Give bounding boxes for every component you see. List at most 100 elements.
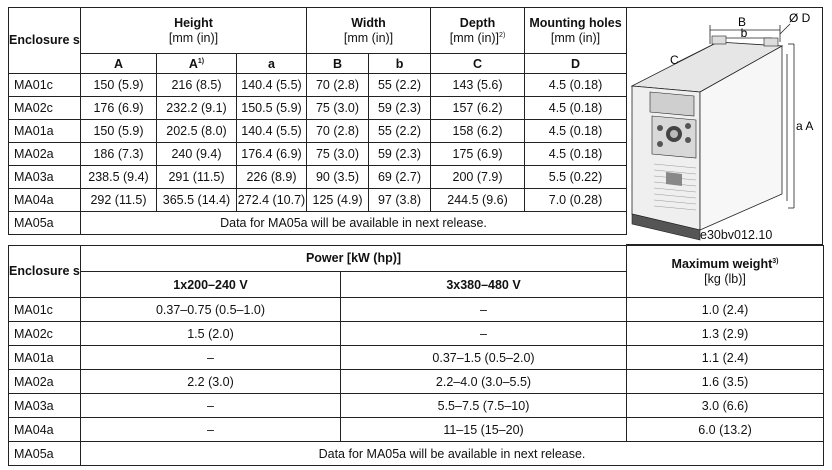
- enclosure-size-header: Enclosure size: [8, 245, 81, 298]
- size-cell: MA03a: [8, 393, 81, 418]
- table-row: MA03a –5.5–7.5 (7.5–10) 3.0 (6.6): [8, 393, 825, 418]
- label-b: b: [741, 26, 748, 40]
- table-row: MA02a 186 (7.3) 240 (9.4) 176.4 (6.9) 75 (3.…: [8, 142, 628, 166]
- value-cell: 140.4 (5.5): [235, 73, 308, 97]
- label-aA: a A: [796, 119, 813, 133]
- value-cell: 55 (2.2): [368, 73, 432, 97]
- subheader-D: D: [524, 53, 628, 74]
- weight-cell: 1.1 (2.4): [626, 345, 825, 370]
- table-row: MA05a Data for MA05a will be available i…: [8, 441, 825, 466]
- power-1x-cell: –: [80, 393, 341, 418]
- value-cell: 125 (4.9): [306, 188, 370, 212]
- table-row: MA02c 176 (6.9) 232.2 (9.1) 150.5 (5.9) 75 (…: [8, 96, 628, 120]
- power-1x-cell: –: [80, 417, 341, 442]
- value-cell: 140.4 (5.5): [235, 119, 308, 143]
- value-cell: 4.5 (0.18): [524, 119, 628, 143]
- size-cell: MA05a: [8, 211, 81, 235]
- value-cell: 4.5 (0.18): [524, 96, 628, 120]
- table-row: MA02a 2.2 (3.0) 2.2–4.0 (3.0–5.5) 1.6 (3.5): [8, 369, 825, 394]
- power-3x-cell: 11–15 (15–20): [339, 417, 628, 442]
- power-3x-header: 3x380–480 V: [339, 271, 628, 298]
- figure-code: e30bv012.10: [700, 228, 773, 242]
- weight-cell: 6.0 (13.2): [626, 417, 825, 442]
- weight-cell: 3.0 (6.6): [626, 393, 825, 418]
- table-row: MA01a 150 (5.9) 202.5 (8.0) 140.4 (5.5) 70 (…: [8, 119, 628, 143]
- size-cell: MA03a: [8, 165, 81, 189]
- value-cell: 176 (6.9): [80, 96, 157, 120]
- power-3x-cell: 0.37–1.5 (0.5–2.0): [339, 345, 628, 370]
- value-cell: 5.5 (0.22): [524, 165, 628, 189]
- value-cell: 216 (8.5): [156, 73, 237, 97]
- value-cell: 150 (5.9): [80, 73, 157, 97]
- subheader-B: B: [306, 53, 370, 74]
- value-cell: 157 (6.2): [430, 96, 526, 120]
- size-cell: MA02c: [8, 96, 81, 120]
- value-cell: 272.4 (10.7): [235, 188, 308, 212]
- label-D: Ø D: [789, 11, 811, 25]
- value-cell: 240 (9.4): [156, 142, 237, 166]
- value-cell: 70 (2.8): [306, 73, 370, 97]
- size-cell: MA04a: [8, 417, 81, 442]
- dimensions-body: MA01c 150 (5.9) 216 (8.5) 140.4 (5.5) 70 (2.…: [8, 73, 628, 212]
- subheader-a: a: [235, 53, 308, 74]
- drive-drawing: B b Ø D C a A: [630, 11, 813, 241]
- value-cell: 70 (2.8): [306, 119, 370, 143]
- value-cell: 75 (3.0): [306, 96, 370, 120]
- value-cell: 4.5 (0.18): [524, 142, 628, 166]
- subheader-b: b: [368, 53, 432, 74]
- size-cell: MA01a: [8, 119, 81, 143]
- weight-cell: 1.0 (2.4): [626, 297, 825, 322]
- drive-figure: B b Ø D C a A: [626, 7, 823, 245]
- table-row: MA02c 1.5 (2.0) –1.3 (2.9): [8, 321, 825, 346]
- label-B: B: [738, 15, 746, 29]
- label-C: C: [670, 53, 679, 67]
- size-cell: MA02c: [8, 321, 81, 346]
- table-row: MA04a 292 (11.5) 365.5 (14.4) 272.4 (10.7) 1…: [8, 188, 628, 212]
- power-3x-cell: 5.5–7.5 (7.5–10): [339, 393, 628, 418]
- value-cell: 292 (11.5): [80, 188, 157, 212]
- value-cell: 59 (2.3): [368, 142, 432, 166]
- depth-header: Depth [mm (in)]2): [430, 7, 526, 54]
- max-weight-header: Maximum weight3) [kg (lb)]: [626, 245, 825, 298]
- value-cell: 232.2 (9.1): [156, 96, 237, 120]
- table-row: MA01c 150 (5.9) 216 (8.5) 140.4 (5.5) 70 (2.…: [8, 73, 628, 97]
- power-1x-cell: –: [80, 345, 341, 370]
- power-1x-cell: 0.37–0.75 (0.5–1.0): [80, 297, 341, 322]
- power-3x-cell: 2.2–4.0 (3.0–5.5): [339, 369, 628, 394]
- table-row: MA03a 238.5 (9.4) 291 (11.5) 226 (8.9) 90 (3…: [8, 165, 628, 189]
- depth-footnote: 2): [499, 31, 506, 39]
- value-cell: 90 (3.5): [306, 165, 370, 189]
- table-row: MA05a Data for MA05a will be available i…: [8, 211, 628, 235]
- value-cell: 238.5 (9.4): [80, 165, 157, 189]
- dimension-subheader-row: A A1) a B b C D: [9, 53, 628, 74]
- value-cell: 226 (8.9): [235, 165, 308, 189]
- subheader-C: C: [430, 53, 526, 74]
- power-1x-cell: 2.2 (3.0): [80, 369, 341, 394]
- power-weight-table: Enclosure size Power [kW (hp)] Maximum w…: [8, 245, 825, 466]
- power-body: MA01c 0.37–0.75 (0.5–1.0) –1.0 (2.4) MA02c 1…: [8, 297, 825, 442]
- value-cell: 7.0 (0.28): [524, 188, 628, 212]
- ma05a-note: Data for MA05a will be available in next…: [79, 211, 628, 235]
- width-header: Width [mm (in)]: [306, 7, 432, 54]
- value-cell: 59 (2.3): [368, 96, 432, 120]
- power-1x-cell: 1.5 (2.0): [80, 321, 341, 346]
- table-row: MA01a –0.37–1.5 (0.5–2.0) 1.1 (2.4): [8, 345, 825, 370]
- dimensions-table: Enclosure size Height [mm (in)] Width [m…: [8, 7, 628, 235]
- mounting-holes-header: Mounting holes [mm (in)]: [524, 7, 628, 54]
- ma05a-note: Data for MA05a will be available in next…: [79, 441, 825, 466]
- height-header: Height [mm (in)]: [79, 7, 308, 54]
- power-3x-cell: –: [339, 297, 628, 322]
- value-cell: 291 (11.5): [156, 165, 237, 189]
- subheader-A-overall: A1): [156, 53, 237, 74]
- table-row: MA04a –11–15 (15–20) 6.0 (13.2): [8, 417, 825, 442]
- value-cell: 150.5 (5.9): [235, 96, 308, 120]
- value-cell: 75 (3.0): [306, 142, 370, 166]
- table-row: MA01c 0.37–0.75 (0.5–1.0) –1.0 (2.4): [8, 297, 825, 322]
- value-cell: 175 (6.9): [430, 142, 526, 166]
- value-cell: 4.5 (0.18): [524, 73, 628, 97]
- value-cell: 55 (2.2): [368, 119, 432, 143]
- value-cell: 97 (3.8): [368, 188, 432, 212]
- subheader-A: A: [80, 53, 157, 74]
- size-cell: MA02a: [8, 369, 81, 394]
- value-cell: 69 (2.7): [368, 165, 432, 189]
